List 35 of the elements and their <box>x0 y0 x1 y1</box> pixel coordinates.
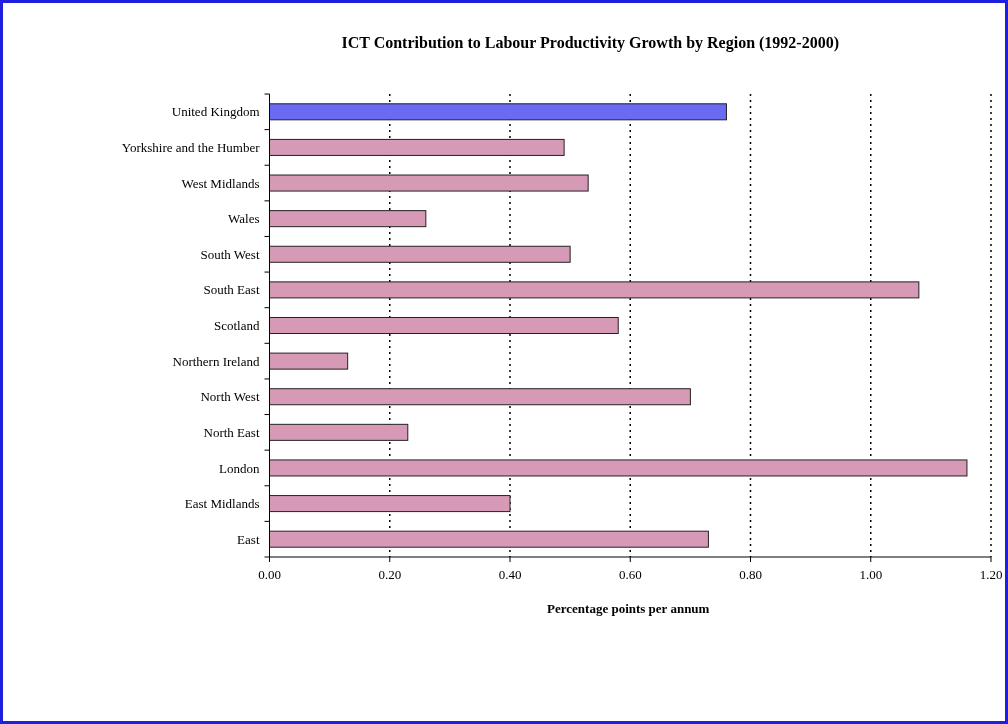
bar <box>269 138 565 156</box>
y-tick-label: Scotland <box>214 318 260 334</box>
x-tick-label: 0.80 <box>739 567 762 582</box>
x-axis-title: Percentage points per annum <box>547 601 710 616</box>
y-tick-label: United Kingdom <box>171 104 260 120</box>
y-tick-label: South East <box>203 282 260 298</box>
bar <box>269 530 709 548</box>
chart-title: ICT Contribution to Labour Productivity Growth by Region (1992-2000) <box>341 34 840 52</box>
y-tick-label: South West <box>200 246 260 262</box>
y-tick-label: North West <box>200 389 260 405</box>
bar <box>269 459 968 477</box>
bar <box>269 495 511 513</box>
bar <box>269 210 427 228</box>
y-tick-label: West Midlands <box>181 175 260 191</box>
bar <box>269 245 571 263</box>
bar <box>269 281 920 299</box>
y-tick-label: Wales <box>228 211 260 227</box>
x-tick-label: 0.20 <box>378 567 402 582</box>
y-tick-label: East <box>237 531 260 547</box>
bar <box>269 103 727 121</box>
x-tick-label: 1.20 <box>979 567 1003 582</box>
bar <box>269 352 349 370</box>
y-tick-label: Northern Ireland <box>172 353 260 369</box>
bar <box>269 174 589 192</box>
bar <box>269 388 691 406</box>
y-tick-label: North East <box>203 424 260 440</box>
y-tick-label: East Midlands <box>184 496 260 512</box>
bar <box>269 316 619 335</box>
bar <box>269 423 409 441</box>
x-tick-label: 1.00 <box>859 567 883 582</box>
y-tick-label: Yorkshire and the Humber <box>121 139 261 155</box>
x-tick-label: 0.00 <box>258 567 281 582</box>
y-tick-label: London <box>219 460 260 476</box>
x-tick-label: 0.40 <box>498 567 522 582</box>
x-tick-label: 0.60 <box>618 567 642 582</box>
